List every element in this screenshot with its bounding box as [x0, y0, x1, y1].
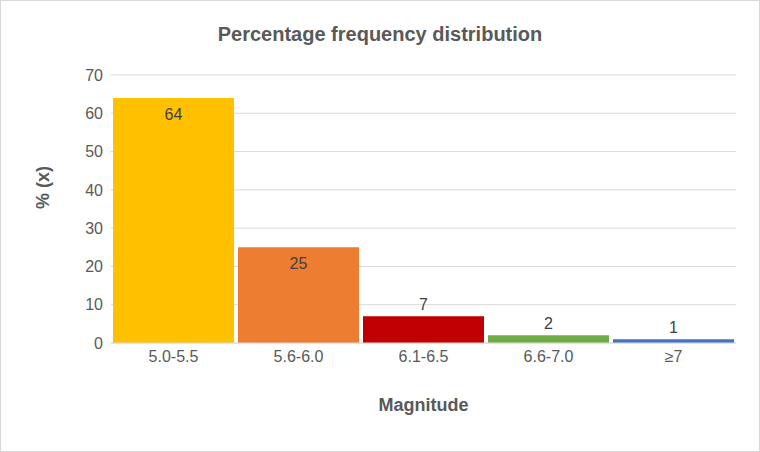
svg-text:25: 25: [290, 255, 308, 272]
svg-text:0: 0: [94, 335, 103, 352]
svg-text:% (x): % (x): [33, 166, 53, 209]
svg-text:70: 70: [85, 67, 103, 84]
svg-text:5.6-6.0: 5.6-6.0: [274, 348, 324, 365]
svg-text:64: 64: [165, 106, 183, 123]
svg-text:40: 40: [85, 182, 103, 199]
svg-text:6.6-7.0: 6.6-7.0: [524, 348, 574, 365]
svg-text:60: 60: [85, 105, 103, 122]
svg-text:7: 7: [419, 296, 428, 313]
svg-text:6.1-6.5: 6.1-6.5: [399, 348, 449, 365]
svg-text:5.0-5.5: 5.0-5.5: [149, 348, 199, 365]
svg-text:20: 20: [85, 258, 103, 275]
html-text:Percentage frequency distribut: Percentage frequency distribution: [217, 23, 543, 45]
svg-text:10: 10: [85, 296, 103, 313]
svg-text:1: 1: [669, 319, 678, 336]
svg-text:50: 50: [85, 143, 103, 160]
svg-text:2: 2: [544, 315, 553, 332]
svg-text:≥7: ≥7: [665, 348, 683, 365]
svg-text:Magnitude: Magnitude: [379, 395, 469, 415]
svg-text:30: 30: [85, 220, 103, 237]
